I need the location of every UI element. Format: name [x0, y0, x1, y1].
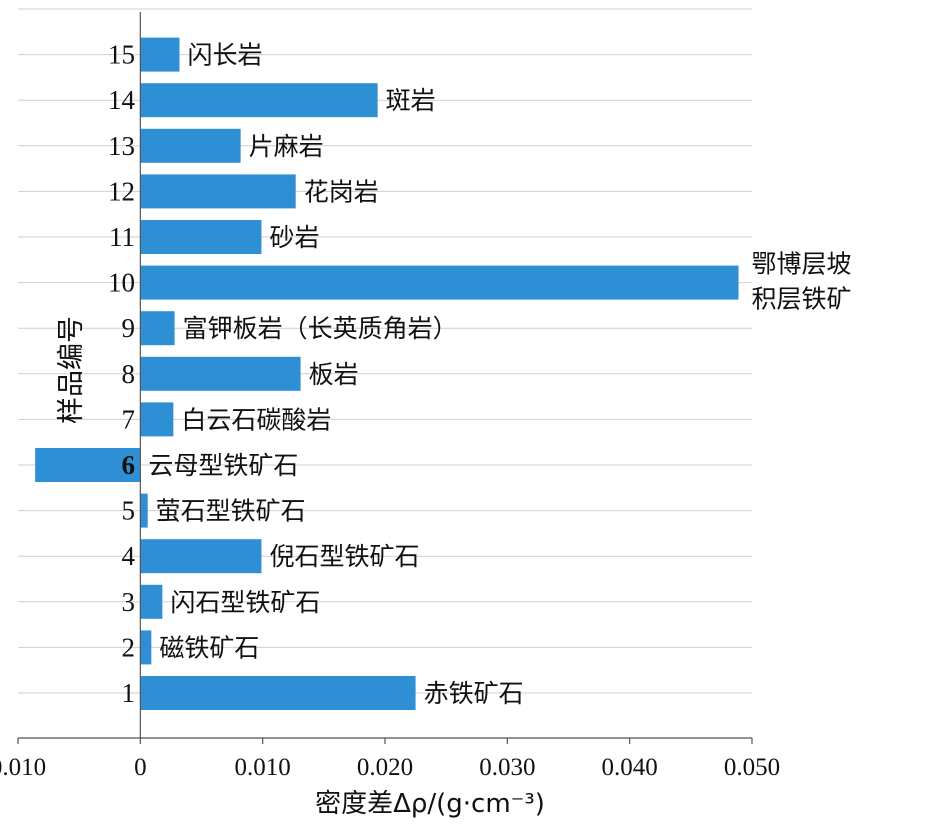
y-tick-label: 7 — [122, 404, 136, 434]
bar-label: 花岗岩 — [304, 177, 379, 206]
bar-label: 闪石型铁矿石 — [170, 588, 320, 617]
x-tick-label: 0.030 — [479, 754, 535, 781]
y-tick-label: 8 — [122, 359, 136, 389]
bar-1 — [140, 676, 416, 710]
bar-9 — [140, 311, 175, 346]
bar-label: 云母型铁矿石 — [148, 451, 298, 480]
x-tick-label: 0.050 — [724, 754, 780, 781]
y-tick-label: 10 — [108, 268, 135, 298]
bar-12 — [140, 174, 296, 209]
bar-label: 斑岩 — [386, 86, 436, 115]
y-tick-label: 9 — [122, 313, 136, 343]
x-tick-label: 0 — [134, 754, 147, 781]
y-tick-label: 15 — [108, 40, 135, 70]
x-axis-title: 密度差Δρ/(g·cm⁻³) — [315, 789, 545, 819]
bar-label: 积层铁矿 — [752, 285, 852, 314]
x-tick-label: 0.020 — [357, 754, 413, 781]
bar-10 — [140, 265, 739, 300]
y-tick-label: 6 — [122, 450, 136, 480]
y-tick-label: 11 — [109, 222, 135, 252]
bar-label: 鄂博层坡 — [752, 250, 852, 279]
bar-label: 砂岩 — [269, 223, 319, 252]
y-tick-label: 3 — [122, 587, 136, 617]
x-tick-label: 0.010 — [0, 754, 46, 781]
bar-15 — [140, 37, 180, 72]
bar-8 — [140, 356, 301, 391]
bar-3 — [140, 584, 163, 619]
y-axis-title: 样品编号 — [56, 316, 87, 424]
bar-label: 富钾板岩（长英质角岩） — [183, 314, 458, 343]
bar-label: 赤铁矿石 — [424, 679, 524, 708]
bar-label: 磁铁矿石 — [159, 633, 259, 662]
y-tick-label: 1 — [122, 678, 136, 708]
x-tick-label: 0.040 — [602, 754, 658, 781]
y-tick-label: 13 — [108, 131, 135, 161]
labels: 0.010 0 0.010 0.020 0.030 0.040 0.050 1 赤铁矿石 2 磁铁矿… — [0, 40, 852, 781]
y-tick-label: 14 — [108, 85, 136, 115]
y-tick-label: 12 — [108, 176, 135, 206]
bar-5 — [140, 493, 148, 528]
bar-7 — [140, 402, 174, 437]
bar-label: 板岩 — [309, 360, 359, 389]
bar-label: 白云石碳酸岩 — [181, 405, 331, 434]
bar-14 — [140, 83, 378, 118]
y-tick-label: 5 — [122, 496, 136, 526]
bar-2 — [140, 630, 152, 665]
y-tick-label: 4 — [122, 541, 136, 571]
y-tick-label: 2 — [122, 632, 136, 662]
x-tick-label: 0.010 — [235, 754, 291, 781]
bar-6 — [35, 448, 141, 482]
bar-label: 萤石型铁矿石 — [156, 497, 306, 526]
bars — [35, 37, 739, 710]
bar-11 — [140, 220, 262, 254]
axes — [17, 12, 753, 744]
bar-label: 闪长岩 — [187, 41, 262, 70]
bar-13 — [140, 128, 241, 163]
bar-label: 倪石型铁矿石 — [269, 542, 419, 571]
bar-label: 片麻岩 — [249, 132, 324, 161]
bar-4 — [140, 539, 262, 574]
